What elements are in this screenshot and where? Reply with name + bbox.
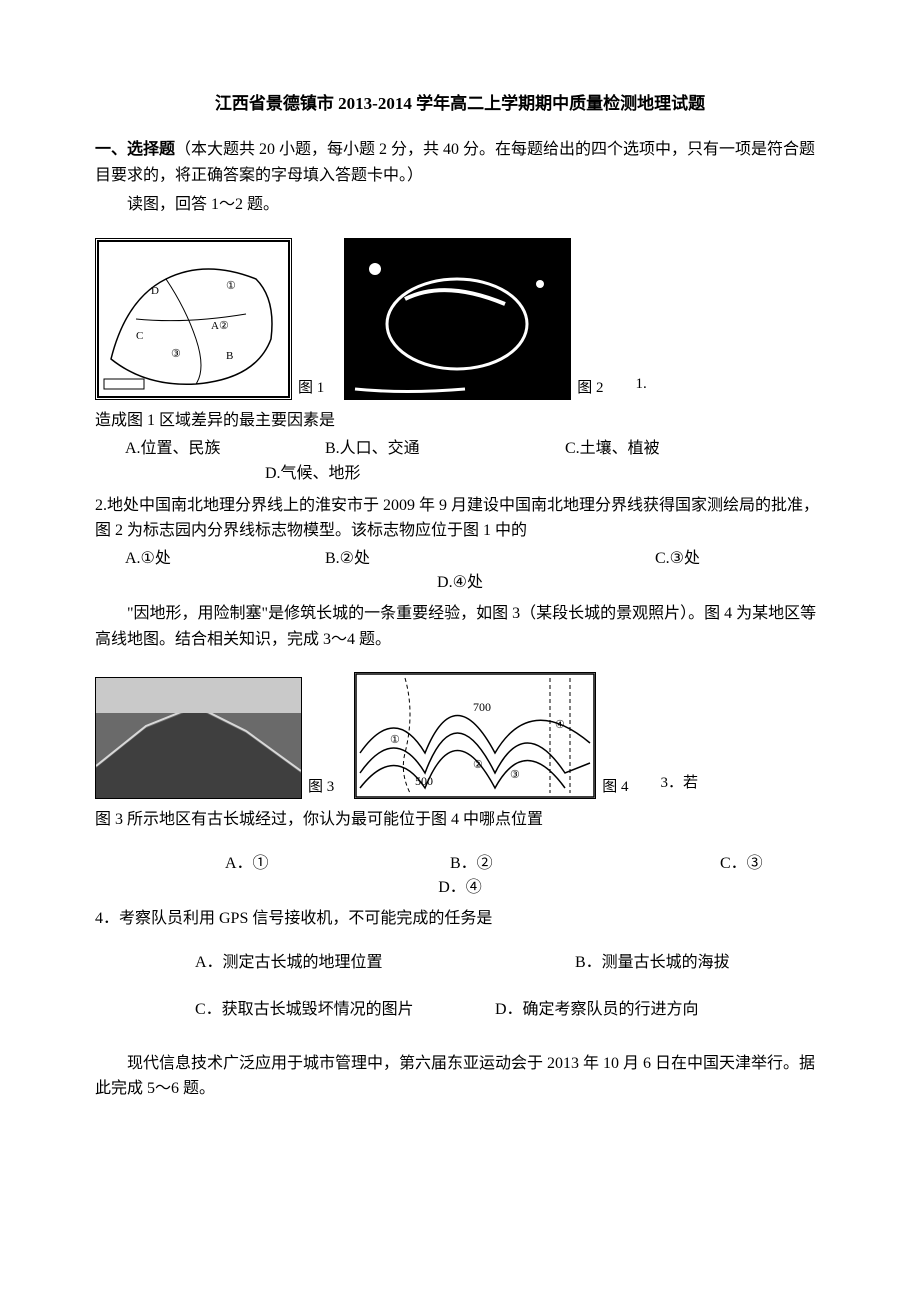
q4-stem: 4．考察队员利用 GPS 信号接收机，不可能完成的任务是 [95,906,825,932]
q3-option-c: C．③ [720,851,763,877]
svg-text:③: ③ [510,769,520,781]
q3-option-d: D．④ [95,875,825,901]
q3-number-trail: 3．若 [661,771,699,799]
figure-4-label: 图 4 [602,775,628,799]
q4-option-b: B．测量古长城的海拔 [575,950,730,976]
figure-1-block: D ① C A② ③ B 图 1 [95,238,324,400]
svg-text:A②: A② [211,320,229,332]
figure-3-label: 图 3 [308,775,334,799]
figure-4-contour: 700 500 ① ② ③ ④ [354,672,596,799]
svg-text:①: ① [226,280,236,292]
section-1-label: 一、选择题 [95,141,175,158]
q2-options: A.①处 B.②处 C.③处 D.④处 [95,546,825,595]
figure-4-block: 700 500 ① ② ③ ④ 图 4 [354,672,628,799]
figure-1-label: 图 1 [298,376,324,400]
figure-3-block: 图 3 [95,677,334,799]
page-title: 江西省景德镇市 2013-2014 学年高二上学期期中质量检测地理试题 [95,90,825,117]
figure-2-image [344,238,571,400]
q3-stem: 图 3 所示地区有古长城经过，你认为最可能位于图 4 中哪点位置 [95,807,825,833]
figure-row-2: 图 3 700 500 ① ② ③ ④ 图 4 3．若 [95,672,825,799]
q1-options: A.位置、民族 B.人口、交通 C.土壤、植被 D.气候、地形 [95,436,825,487]
svg-text:①: ① [390,734,400,746]
section-1-header: 一、选择题（本大题共 20 小题，每小题 2 分，共 40 分。在每题给出的四个… [95,137,825,188]
q2-option-c: C.③处 [655,546,700,572]
q4-option-c: C．获取古长城毁坏情况的图片 [195,997,495,1023]
svg-text:500: 500 [415,774,433,788]
figure-3-image [95,677,302,799]
q1-option-a: A.位置、民族 [125,436,325,462]
q3-option-a: A．① [225,851,450,877]
q4-option-a: A．测定古长城的地理位置 [195,950,575,976]
svg-text:②: ② [473,759,483,771]
svg-text:④: ④ [555,719,565,731]
q3-options: A．① B．② C．③ D．④ [95,851,825,900]
figure-2-label: 图 2 [577,376,603,400]
q4-option-d: D．确定考察队员的行进方向 [495,997,699,1023]
svg-text:B: B [226,350,233,362]
passage-3: 现代信息技术广泛应用于城市管理中，第六届东亚运动会于 2013 年 10 月 6… [95,1051,825,1102]
q1-number-trail: 1. [636,372,647,400]
q3-option-b: B．② [450,851,720,877]
figure-1-map: D ① C A② ③ B [95,238,292,400]
section-1-desc: （本大题共 20 小题，每小题 2 分，共 40 分。在每题给出的四个选项中，只… [95,141,815,184]
q1-stem: 造成图 1 区域差异的最主要因素是 [95,408,825,434]
figure-2-block: 图 2 [344,238,603,400]
q2-option-b: B.②处 [325,546,655,572]
q4-options-row1: A．测定古长城的地理位置 B．测量古长城的海拔 [95,950,825,976]
q4-options-row2: C．获取古长城毁坏情况的图片 D．确定考察队员的行进方向 [95,997,825,1023]
passage-2: "因地形，用险制塞"是修筑长城的一条重要经验，如图 3（某段长城的景观照片）。图… [95,601,825,652]
q1-option-b: B.人口、交通 [325,436,565,462]
q1-option-d: D.气候、地形 [95,461,825,487]
q2-option-a: A.①处 [125,546,325,572]
svg-text:D: D [151,285,159,297]
passage-1-intro: 读图，回答 1～2 题。 [95,192,825,218]
q2-option-d: D.④处 [95,570,825,596]
q2-stem: 2.地处中国南北地理分界线上的淮安市于 2009 年 9 月建设中国南北地理分界… [95,493,825,544]
svg-text:③: ③ [171,348,181,360]
svg-text:700: 700 [473,700,491,714]
q1-option-c: C.土壤、植被 [565,436,660,462]
figure-row-1: D ① C A② ③ B 图 1 图 2 1. [95,238,825,400]
svg-text:C: C [136,330,143,342]
